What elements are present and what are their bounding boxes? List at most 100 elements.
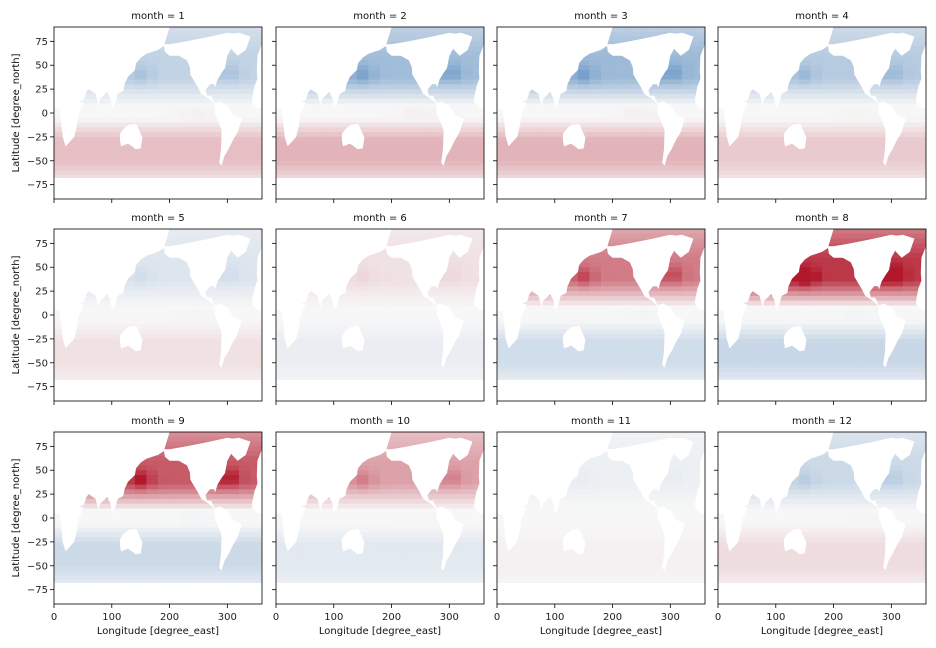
heatmap-cell xyxy=(554,324,567,330)
heatmap-cell xyxy=(531,156,544,162)
heatmap-cell xyxy=(403,276,416,283)
land-mask xyxy=(163,32,239,106)
heatmap-cell xyxy=(647,324,660,330)
heatmap-cell xyxy=(833,55,846,62)
heatmap-cell xyxy=(414,358,427,364)
heatmap-cell xyxy=(403,151,416,157)
heatmap-cell xyxy=(902,132,916,138)
heatmap-cell xyxy=(322,160,335,167)
heatmap-cell xyxy=(810,136,823,143)
heatmap-cell xyxy=(100,151,113,157)
heatmap-cell xyxy=(647,31,660,38)
heatmap-cell xyxy=(472,65,484,71)
heatmap-cell xyxy=(391,31,404,38)
heatmap-cell xyxy=(134,127,148,133)
heatmap-cell xyxy=(787,84,800,90)
heatmap-cell xyxy=(146,98,159,105)
heatmap-cell xyxy=(554,343,567,350)
heatmap-cell xyxy=(333,315,346,321)
heatmap-cell xyxy=(508,165,521,171)
heatmap-cell xyxy=(891,84,904,90)
heatmap-cell xyxy=(414,315,427,321)
heatmap-cell xyxy=(368,84,381,90)
heatmap-cell xyxy=(845,151,858,157)
heatmap-cell xyxy=(612,295,625,302)
heatmap-cell xyxy=(868,286,881,292)
heatmap-cell xyxy=(192,175,205,181)
heatmap-cell xyxy=(460,233,474,240)
heatmap-cell xyxy=(566,310,579,316)
heatmap-cell xyxy=(764,295,777,302)
heatmap-cell xyxy=(543,113,556,119)
heatmap-cell xyxy=(322,175,335,181)
heatmap-cell xyxy=(403,165,416,171)
heatmap-cell xyxy=(577,175,591,181)
heatmap-cell xyxy=(111,156,124,162)
heatmap-cell xyxy=(635,89,648,95)
heatmap-cell xyxy=(368,286,381,292)
heatmap-cell xyxy=(670,151,683,157)
heatmap-cell xyxy=(88,156,101,162)
heatmap-cell xyxy=(554,362,567,369)
heatmap-cell xyxy=(764,113,777,119)
heatmap-cell xyxy=(380,84,393,90)
heatmap-cell xyxy=(414,348,427,354)
heatmap-cell xyxy=(54,348,67,354)
heatmap-cell xyxy=(577,156,591,162)
heatmap-cell xyxy=(322,348,335,354)
heatmap-cell xyxy=(693,372,705,378)
heatmap-cell xyxy=(123,295,136,302)
heatmap-cell xyxy=(368,79,381,85)
heatmap-cell xyxy=(868,89,881,95)
heatmap-cell xyxy=(693,367,705,373)
heatmap-cell xyxy=(902,286,916,292)
heatmap-cell xyxy=(845,160,858,167)
heatmap-cell xyxy=(775,295,788,302)
heatmap-cell xyxy=(833,89,846,95)
heatmap-cell xyxy=(322,132,335,138)
heatmap-cell xyxy=(798,98,812,105)
heatmap-cell xyxy=(426,141,439,148)
heatmap-cell xyxy=(181,358,194,364)
heatmap-cell xyxy=(845,93,858,100)
heatmap-cell xyxy=(460,70,474,76)
heatmap-cell xyxy=(531,151,544,157)
heatmap-cell xyxy=(868,151,881,157)
heatmap-cell xyxy=(822,55,835,62)
heatmap-cell xyxy=(380,132,393,138)
heatmap-cell xyxy=(345,108,358,114)
heatmap-cell xyxy=(276,353,289,359)
heatmap-cell xyxy=(333,358,346,364)
heatmap-cell xyxy=(181,132,194,138)
heatmap-cell xyxy=(380,93,393,100)
heatmap-cell xyxy=(543,362,556,369)
heatmap-cell xyxy=(879,165,892,171)
heatmap-cell xyxy=(577,103,591,109)
heatmap-cell xyxy=(345,348,358,354)
heatmap-cell xyxy=(380,170,393,176)
heatmap-cell xyxy=(391,276,404,283)
heatmap-cell xyxy=(54,372,67,378)
heatmap-cell xyxy=(215,295,228,302)
heatmap-cell xyxy=(123,93,136,100)
heatmap-cell xyxy=(566,79,579,85)
heatmap-cell xyxy=(787,108,800,114)
heatmap-cell xyxy=(345,160,358,167)
heatmap-cell xyxy=(181,136,194,143)
heatmap-cell xyxy=(437,286,450,292)
heatmap-cell xyxy=(681,27,695,33)
heatmap-cell xyxy=(531,334,544,340)
heatmap-cell xyxy=(543,156,556,162)
heatmap-cell xyxy=(577,281,591,287)
heatmap-cell xyxy=(146,310,159,316)
heatmap-cell xyxy=(624,98,637,105)
heatmap-cell xyxy=(227,281,240,287)
heatmap-cell xyxy=(426,300,439,307)
heatmap-cell xyxy=(65,367,78,373)
heatmap-cell xyxy=(134,353,148,359)
heatmap-cell xyxy=(601,141,614,148)
heatmap-cell xyxy=(543,127,556,133)
heatmap-cell xyxy=(123,151,136,157)
heatmap-cell xyxy=(250,229,262,235)
heatmap-cell xyxy=(391,160,404,167)
